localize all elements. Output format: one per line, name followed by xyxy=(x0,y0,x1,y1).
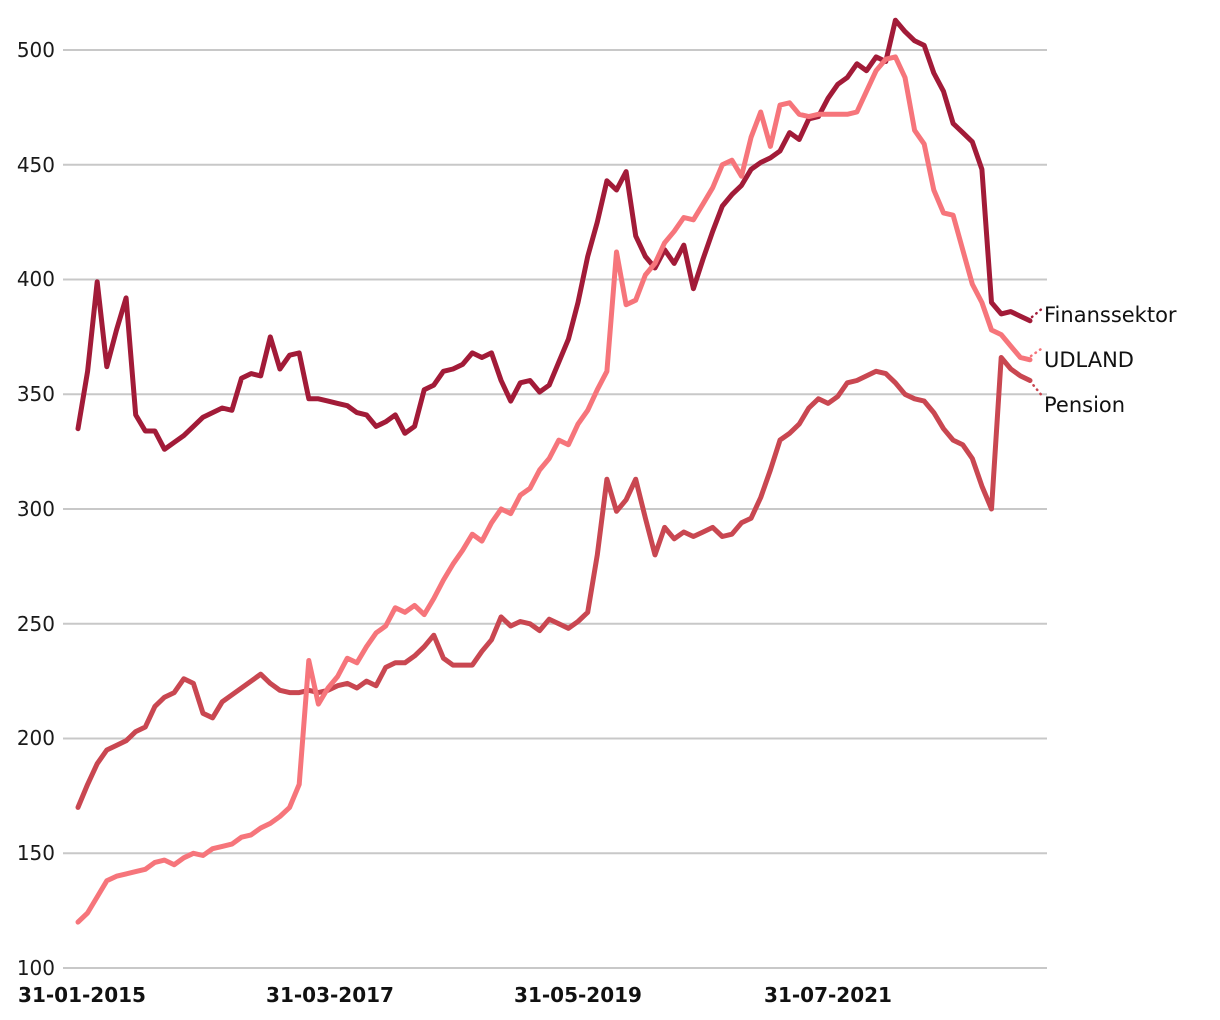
y-tick-label-350: 350 xyxy=(16,382,55,406)
y-tick-label-100: 100 xyxy=(16,956,55,980)
legend-label-pension: Pension xyxy=(1044,393,1126,417)
legend-connector-udland xyxy=(1029,347,1043,358)
y-tick-label-200: 200 xyxy=(16,726,55,750)
x-tick-label-2019: 31-05-2019 xyxy=(514,983,642,1007)
series-line-udland xyxy=(75,54,1033,925)
y-tick-label-400: 400 xyxy=(16,267,55,291)
series-line-finanssektor xyxy=(75,17,1033,452)
legend-label-udland: UDLAND xyxy=(1044,348,1134,372)
x-tick-label-2015: 31-01-2015 xyxy=(18,983,146,1007)
y-tick-label-150: 150 xyxy=(16,841,55,865)
legend-label-finanssektor: Finanssektor xyxy=(1044,303,1177,327)
y-tick-label-250: 250 xyxy=(16,612,55,636)
legend-connector-pension xyxy=(1028,379,1045,399)
y-tick-label-500: 500 xyxy=(16,38,55,62)
y-tick-label-450: 450 xyxy=(16,153,55,177)
x-tick-label-2021: 31-07-2021 xyxy=(764,983,892,1007)
legend-connector-finanssektor xyxy=(1030,305,1046,319)
x-tick-label-2017: 31-03-2017 xyxy=(266,983,394,1007)
y-tick-label-300: 300 xyxy=(16,497,55,521)
series-line-pension xyxy=(75,355,1033,810)
